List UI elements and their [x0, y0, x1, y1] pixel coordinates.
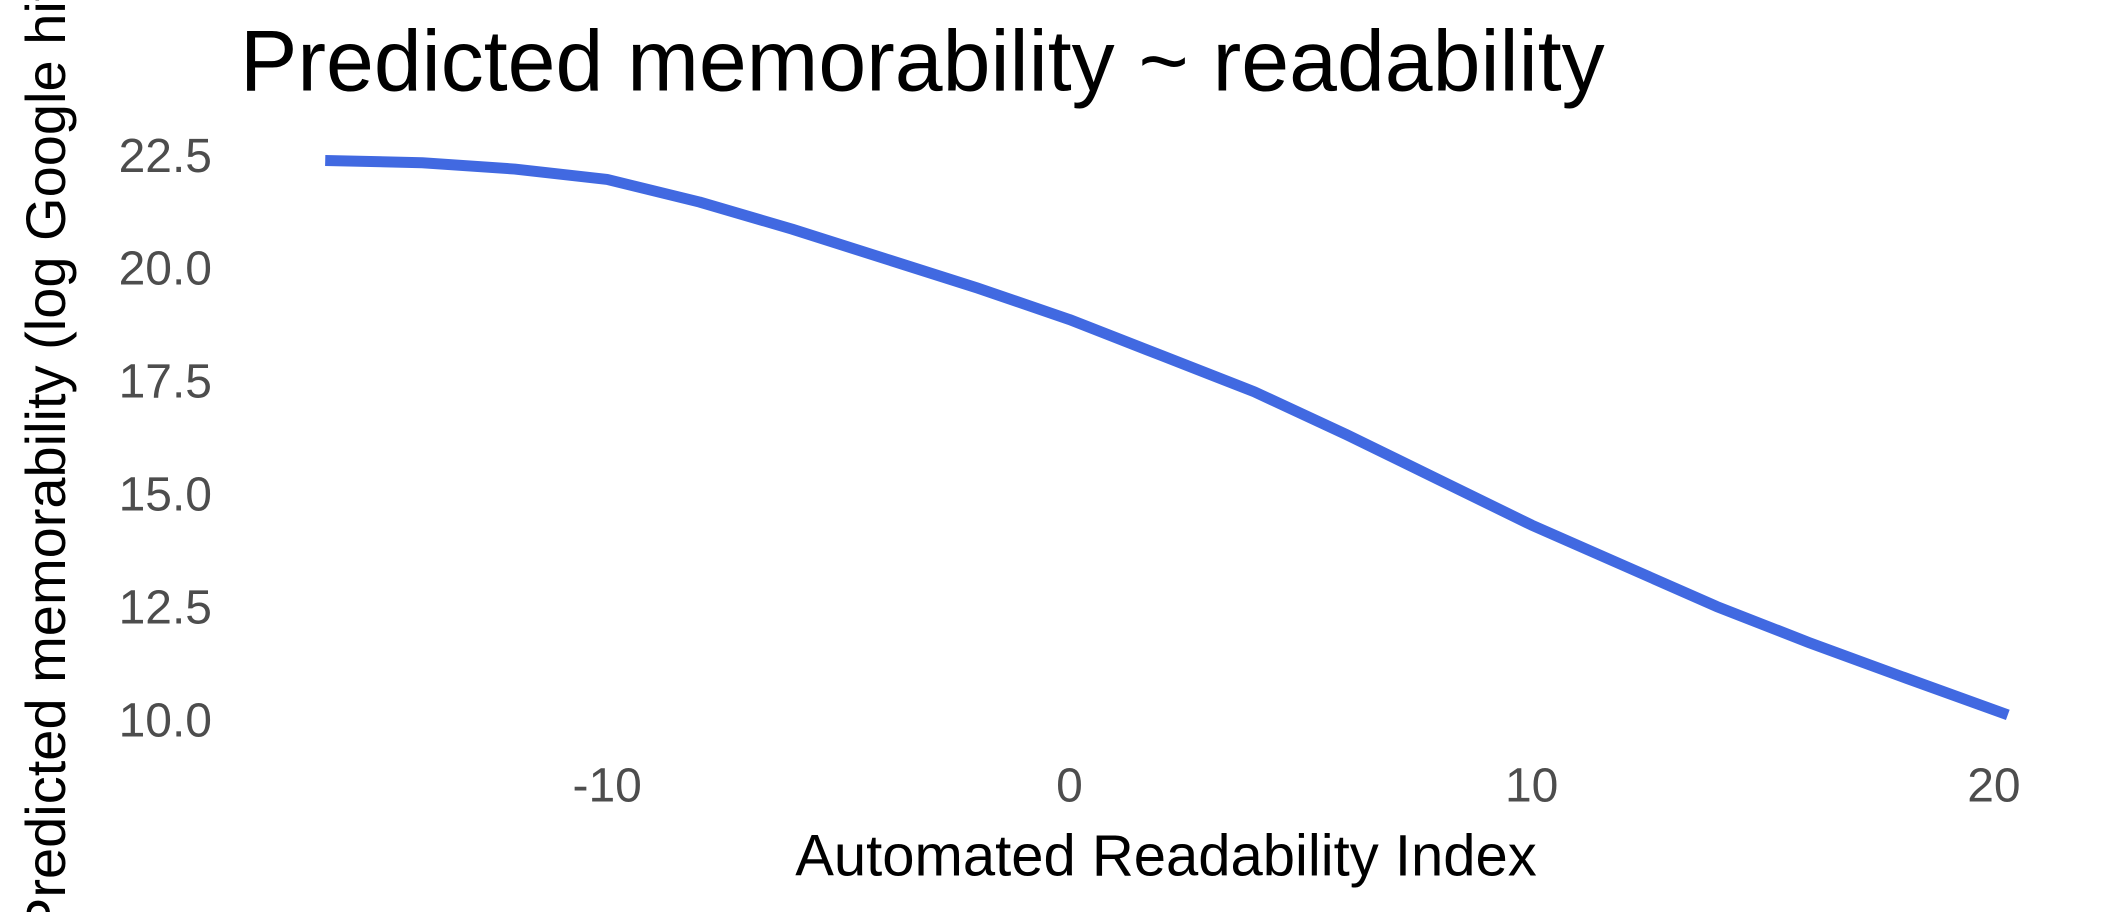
chart-title: Predicted memorability ~ readability: [240, 14, 1605, 110]
y-tick-label: 20.0: [119, 243, 212, 296]
y-tick-label: 17.5: [119, 356, 212, 409]
x-axis-title: Automated Readability Index: [795, 823, 1537, 888]
y-tick-label: 10.0: [119, 695, 212, 748]
y-axis-title: Predicted memorability (log Google hits): [14, 0, 77, 912]
x-tick-label: -10: [572, 760, 641, 813]
line: [325, 154, 2010, 721]
y-tick-label: 12.5: [119, 582, 212, 635]
x-tick-label: 0: [1056, 760, 1083, 813]
x-tick-label: 20: [1967, 760, 2020, 813]
x-tick-label: 10: [1505, 760, 1558, 813]
y-tick-label: 15.0: [119, 469, 212, 522]
y-tick-label: 22.5: [119, 130, 212, 183]
